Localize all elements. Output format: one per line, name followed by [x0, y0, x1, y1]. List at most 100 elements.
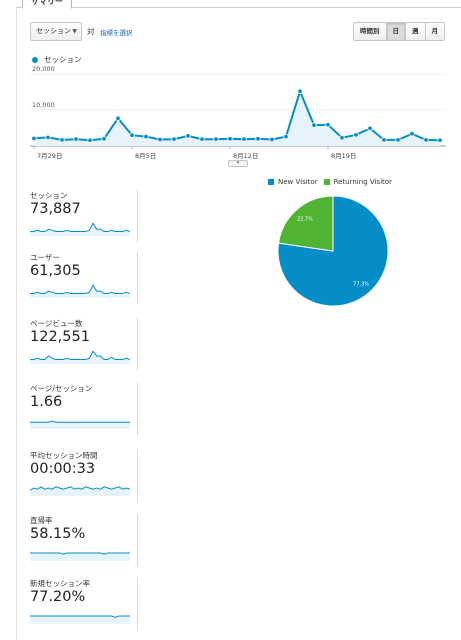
data-point[interactable]	[143, 133, 149, 140]
sparkline-area	[30, 553, 130, 561]
data-point[interactable]	[129, 132, 135, 138]
visitor-type-pie-chart: 77.3% 22.7%	[277, 195, 389, 307]
metric-select[interactable]: セッション ▼	[30, 22, 82, 41]
data-point[interactable]	[87, 137, 93, 143]
chevron-down-icon: ▼	[72, 28, 77, 35]
granularity-hourly-button[interactable]: 時間別	[354, 23, 386, 40]
data-point[interactable]	[185, 133, 191, 139]
sparkline-area	[30, 486, 130, 496]
data-point[interactable]	[409, 131, 415, 137]
data-point[interactable]	[353, 132, 359, 138]
line-chart-legend: セッション	[32, 54, 82, 65]
data-point[interactable]	[367, 125, 373, 132]
data-point[interactable]	[423, 137, 429, 143]
data-point[interactable]	[73, 136, 79, 142]
data-point[interactable]	[157, 136, 163, 143]
data-point[interactable]	[101, 136, 107, 142]
metric-block[interactable]: 新規セッション率 77.20%	[30, 578, 138, 630]
metric-value: 00:00:33	[30, 461, 96, 477]
metric-block[interactable]: ユーザー 61,305	[30, 252, 138, 304]
data-point[interactable]	[31, 135, 37, 142]
x-tick-label: 8月5日	[135, 152, 156, 160]
data-point[interactable]	[45, 134, 51, 141]
data-point[interactable]	[199, 136, 205, 142]
sparkline-line	[30, 350, 130, 360]
sparkline-line	[30, 284, 130, 294]
data-point[interactable]	[283, 133, 289, 140]
metric-block[interactable]: 平均セッション時間 00:00:33	[30, 450, 138, 502]
y-tick-label: 20,000	[32, 66, 55, 73]
metric-block[interactable]: セッション 73,887	[30, 190, 138, 242]
series-label: セッション	[44, 55, 82, 64]
data-point[interactable]	[227, 136, 233, 142]
data-point[interactable]	[59, 137, 65, 143]
metric-label: 新規セッション率	[30, 579, 90, 588]
data-point[interactable]	[115, 115, 121, 121]
sparkline	[30, 222, 130, 236]
metric-label: 平均セッション時間	[30, 451, 98, 460]
granularity-week-button[interactable]: 週	[405, 23, 425, 40]
metric-value: 122,551	[30, 329, 90, 345]
data-point[interactable]	[381, 137, 387, 143]
pie-legend: New Visitor Returning Visitor	[268, 178, 398, 186]
metric-block[interactable]: ページ/セッション 1.66	[30, 383, 138, 435]
new-visitor-swatch	[268, 179, 274, 185]
series-area	[34, 91, 440, 146]
metric-label: ページビュー数	[30, 319, 83, 328]
metric-value: 61,305	[30, 263, 81, 279]
metric-select-value: セッション	[36, 27, 71, 35]
data-point[interactable]	[213, 136, 219, 142]
data-point[interactable]	[269, 136, 275, 143]
pie-legend-label: Returning Visitor	[333, 178, 392, 186]
pie-slice-label: 77.3%	[353, 281, 369, 287]
metric-label: セッション	[30, 191, 68, 200]
data-point[interactable]	[311, 122, 317, 128]
series-line	[33, 88, 441, 142]
tab-bar	[16, 0, 461, 8]
chart-range-handle[interactable]: ▾	[228, 160, 248, 167]
chart-controls: セッション ▼ 対 指標を選択 時間別 日 週 月	[30, 22, 445, 42]
granularity-day-button[interactable]: 日	[385, 23, 405, 40]
granularity-toggle: 時間別 日 週 月	[353, 22, 445, 41]
data-point[interactable]	[171, 136, 177, 142]
data-point[interactable]	[437, 137, 443, 143]
y-tick-label: 10,000	[32, 101, 55, 109]
pie-slice-returning-visitor[interactable]	[278, 195, 334, 252]
pie-legend-item-new: New Visitor	[268, 178, 318, 186]
x-tick-label: 7月29日	[37, 152, 62, 160]
pie-slice-label: 22.7%	[297, 217, 313, 223]
series-swatch	[32, 56, 38, 63]
x-tick-label: 8月19日	[331, 152, 356, 160]
sparkline-area	[30, 421, 130, 429]
sparkline	[30, 615, 130, 624]
pie-legend-item-returning: Returning Visitor	[323, 178, 392, 186]
sparkline-line	[30, 420, 130, 423]
x-tick-label: 8月12日	[233, 152, 258, 160]
sparkline-area	[30, 223, 130, 236]
sparkline	[30, 350, 130, 364]
metric-block[interactable]: 直帰率 58.15%	[30, 515, 138, 567]
data-point[interactable]	[339, 135, 345, 141]
tab-summary[interactable]: サマリー	[22, 0, 72, 9]
vs-label: 対	[87, 27, 95, 36]
data-point[interactable]	[241, 136, 247, 142]
sparkline-line	[30, 222, 130, 232]
granularity-month-button[interactable]: 月	[424, 23, 444, 40]
data-point[interactable]	[395, 137, 401, 143]
metric-value: 1.66	[30, 394, 63, 410]
sparkline	[30, 420, 130, 429]
metric-value: 73,887	[30, 201, 81, 217]
metric-value: 58.15%	[30, 526, 86, 542]
returning-visitor-swatch	[323, 179, 330, 185]
data-point[interactable]	[297, 88, 303, 94]
sparkline	[30, 284, 130, 298]
sparkline	[30, 486, 130, 496]
sparkline-line	[30, 552, 130, 555]
metric-block[interactable]: ページビュー数 122,551	[30, 318, 138, 370]
data-point[interactable]	[325, 122, 331, 128]
report-panel	[16, 0, 461, 640]
sessions-line-chart: 20,000 10,000 7月29日 8月5日 8月12日 8月19日	[30, 66, 446, 160]
sparkline-line	[30, 615, 130, 618]
data-point[interactable]	[255, 136, 261, 142]
choose-metric-link[interactable]: 指標を選択	[100, 29, 133, 37]
